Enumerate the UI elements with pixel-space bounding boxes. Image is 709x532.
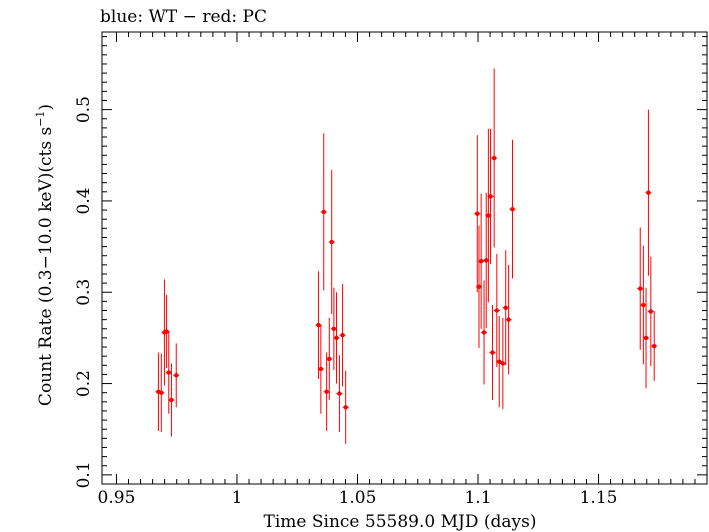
point-marker (331, 326, 337, 331)
y-axis-label-close: ) (36, 104, 56, 111)
data-point (637, 227, 644, 350)
x-tick-label: 0.95 (98, 488, 136, 508)
x-tick-label: 1.05 (339, 488, 377, 508)
data-point (505, 264, 512, 375)
point-marker (494, 308, 500, 313)
point-marker (478, 258, 484, 264)
data-point (168, 363, 175, 437)
point-marker (648, 309, 654, 314)
point-marker (327, 356, 332, 362)
data-point (475, 225, 482, 348)
data-point (481, 280, 488, 385)
point-marker (337, 391, 342, 396)
point-marker (490, 350, 495, 355)
data-point (499, 317, 506, 410)
point-marker (488, 194, 493, 199)
data-point (496, 315, 503, 408)
data-point (330, 287, 337, 370)
data-point (502, 250, 509, 366)
data-point (487, 128, 494, 264)
data-point (323, 352, 330, 432)
data-point (491, 68, 498, 248)
data-point (643, 287, 650, 389)
data-point (651, 311, 658, 381)
point-marker (329, 239, 334, 245)
y-axis-label: Count Rate (0.3−10.0 keV)(cts s−1) (34, 104, 56, 406)
point-marker (641, 302, 646, 308)
x-tick-label: 1.1 (464, 488, 491, 508)
data-point (173, 343, 180, 408)
plot-frame (101, 31, 708, 485)
x-axis-label: Time Since 55589.0 MJD (days) (264, 512, 537, 532)
data-point (333, 292, 340, 384)
point-marker (484, 258, 489, 263)
y-tick-label: 0.1 (74, 461, 94, 488)
point-marker (324, 389, 329, 394)
point-marker (316, 322, 321, 328)
data-point (320, 133, 327, 291)
point-marker (340, 332, 345, 338)
point-marker (500, 361, 506, 366)
data-point (328, 169, 335, 315)
data-point (474, 135, 481, 293)
y-axis-label-main: Count Rate (0.3−10.0 keV)(cts s (36, 127, 56, 406)
point-marker (481, 330, 487, 335)
point-marker (486, 213, 491, 218)
point-marker (174, 373, 179, 378)
data-point (342, 370, 349, 444)
point-marker (503, 305, 508, 310)
point-marker (506, 317, 511, 322)
data-point (489, 305, 496, 400)
y-tick-label: 0.4 (74, 187, 94, 214)
point-marker (166, 370, 171, 375)
x-axis: 0.95 1 1.05 1.1 1.15 (98, 32, 708, 508)
point-marker (164, 329, 169, 334)
data-point (647, 256, 654, 367)
point-marker (510, 206, 515, 212)
point-marker (646, 190, 651, 195)
point-marker (321, 209, 326, 215)
chart-title: blue: WT − red: PC (100, 7, 267, 27)
point-marker (475, 211, 480, 216)
y-tick-label: 0.3 (74, 279, 94, 306)
data-point (336, 355, 343, 432)
point-marker (169, 397, 174, 403)
data-point (645, 109, 652, 276)
data-points (155, 68, 658, 444)
point-marker (497, 359, 502, 364)
point-marker (476, 284, 482, 289)
point-marker (652, 343, 657, 349)
data-point (509, 139, 516, 279)
point-marker (638, 286, 643, 291)
y-axis: 0.1 0.2 0.3 0.4 0.5 (74, 36, 707, 488)
y-axis-label-exponent: −1 (34, 111, 47, 127)
point-marker (159, 390, 164, 395)
point-marker (643, 335, 649, 341)
y-tick-label: 0.5 (74, 96, 94, 123)
point-marker (318, 366, 324, 372)
data-point (493, 253, 500, 368)
point-marker (343, 405, 348, 410)
data-point (478, 193, 485, 329)
data-point (339, 284, 346, 387)
data-point (640, 245, 647, 365)
x-tick-label: 1 (232, 488, 243, 508)
data-point (317, 324, 324, 414)
data-point (326, 317, 333, 400)
point-marker (334, 335, 339, 341)
data-point (158, 353, 165, 432)
y-tick-label: 0.2 (74, 370, 94, 397)
point-marker (491, 155, 497, 161)
x-tick-label: 1.15 (580, 488, 618, 508)
